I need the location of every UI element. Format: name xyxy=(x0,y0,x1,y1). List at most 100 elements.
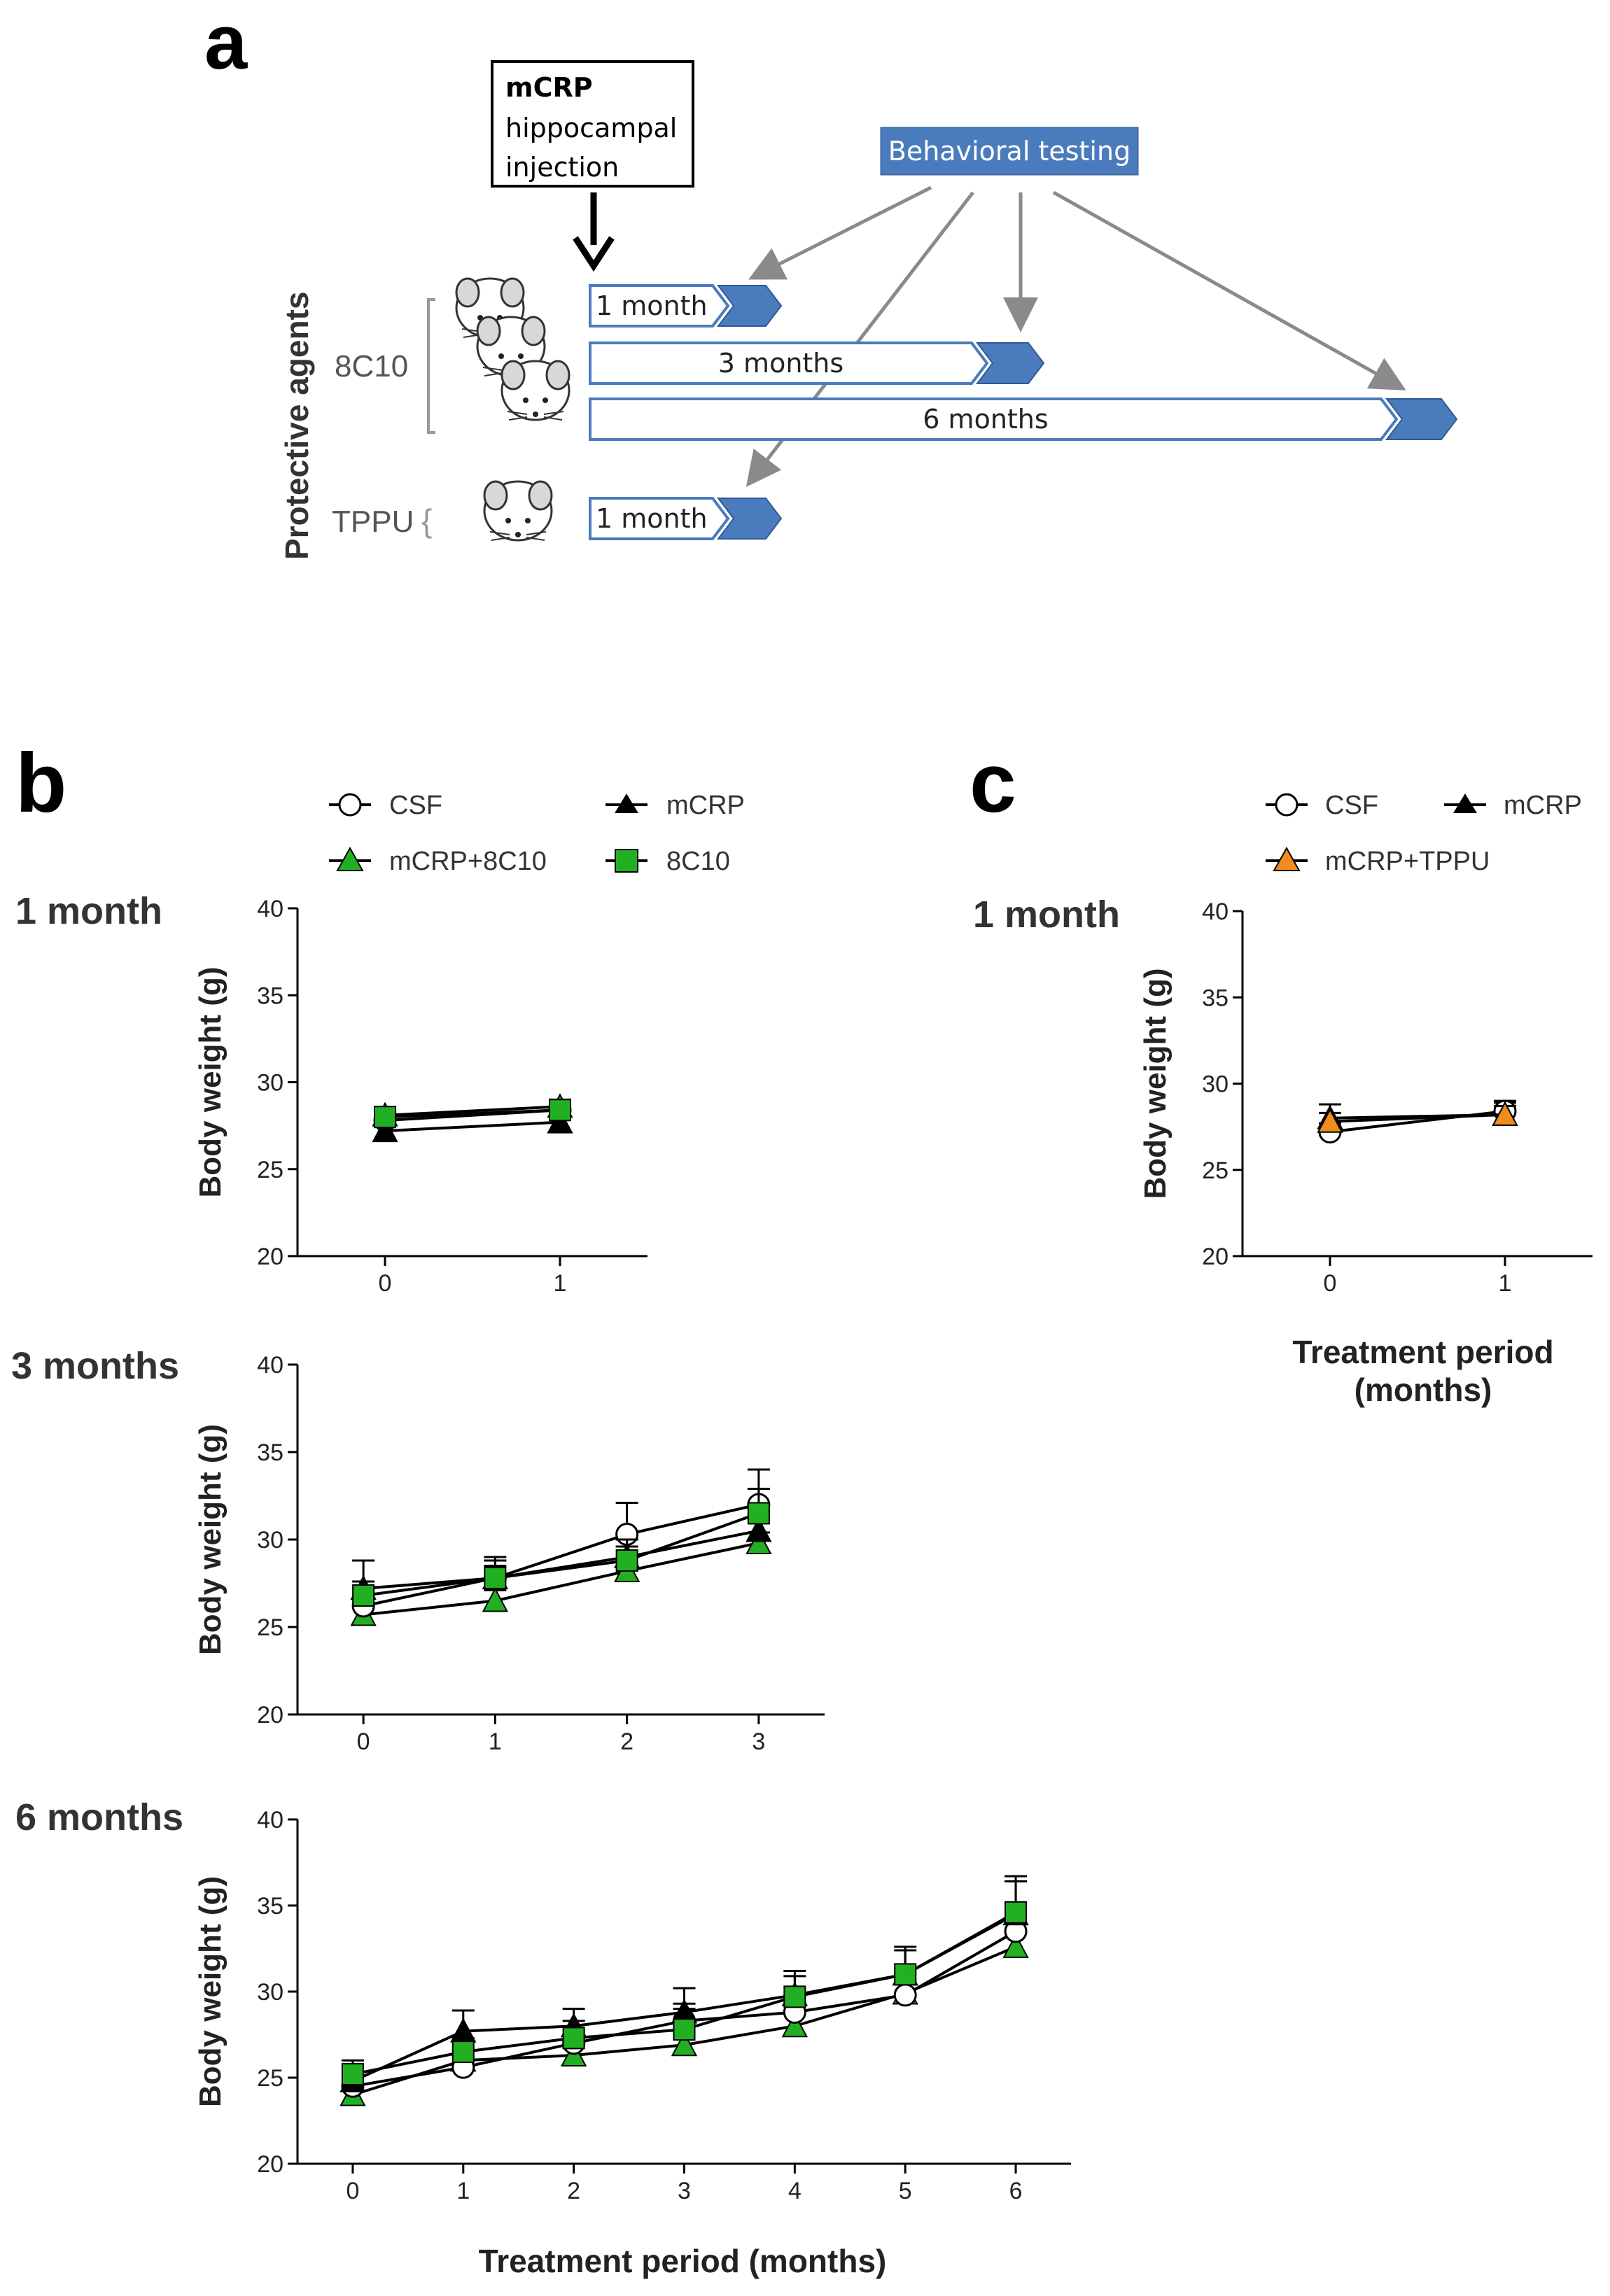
chart-b6: 20 25 30 35 40 0 1 2 3 4 5 6 Body weight (g) xyxy=(193,1807,1071,2204)
timeline-bar-label: 6 months xyxy=(923,404,1048,435)
legend-b: CSF mCRP mCRP+8C10 8C10 xyxy=(329,791,745,876)
legend-b-mcrp-8c10-label: mCRP+8C10 xyxy=(389,847,547,876)
y-tick-label: 20 xyxy=(257,2151,284,2178)
agent-tppu-brace: { xyxy=(421,502,432,539)
panel-label-a: a xyxy=(204,0,248,85)
row-label-b3: 3 months xyxy=(11,1345,179,1387)
series-line xyxy=(1329,1113,1506,1123)
series-line xyxy=(384,1120,561,1133)
x-tick-label: 6 xyxy=(1009,2178,1023,2204)
legend-c-mcrp-label: mCRP xyxy=(1504,791,1582,820)
behavioral-testing-box: Behavioral testing xyxy=(880,127,1139,176)
series-8c10 xyxy=(352,1488,770,1607)
timeline-bar-0: 1 month xyxy=(589,284,783,328)
data-point xyxy=(341,2063,364,2086)
series-mcrp-tppu xyxy=(1317,1101,1518,1133)
legend-b-csf-label: CSF xyxy=(389,791,442,820)
data-point xyxy=(746,1529,772,1554)
y-tick-label: 25 xyxy=(257,1157,284,1183)
y-tick-label: 30 xyxy=(257,1979,284,2006)
injection-arrow xyxy=(573,192,615,272)
x-tick-label: 1 xyxy=(456,2178,470,2204)
injection-line2: hippocampal xyxy=(505,113,677,143)
data-point xyxy=(352,1584,375,1607)
data-point xyxy=(1317,1108,1343,1133)
series-8c10 xyxy=(374,1099,571,1129)
x-tick-label: 4 xyxy=(788,2178,802,2204)
data-point xyxy=(747,1502,770,1525)
injection-line3: injection xyxy=(505,152,619,183)
b-xlabel: Treatment period (months) xyxy=(479,2243,887,2279)
data-point xyxy=(746,1517,772,1542)
series-line xyxy=(363,1512,760,1597)
x-tick-label: 3 xyxy=(678,2178,691,2204)
data-point xyxy=(374,1106,396,1129)
data-point xyxy=(1004,1901,1028,1924)
agent-8c10-bracket xyxy=(427,298,435,434)
y-tick-label: 40 xyxy=(1202,899,1228,925)
row-label-b6: 6 months xyxy=(15,1796,183,1838)
data-point xyxy=(549,1099,571,1122)
chart-b1: 20 25 30 35 40 0 1 Body weight (g) xyxy=(193,896,648,1297)
timeline-chevron xyxy=(716,498,783,540)
data-point xyxy=(484,1567,507,1589)
legend-b-mcrp-label: mCRP xyxy=(666,791,745,820)
injection-title: mCRP xyxy=(505,72,593,103)
y-tick-label: 25 xyxy=(257,1614,284,1641)
data-point xyxy=(372,1117,398,1143)
series-line xyxy=(363,1542,760,1617)
data-point xyxy=(893,1983,917,2007)
data-point xyxy=(562,2027,585,2050)
x-tick-label: 2 xyxy=(620,1728,634,1755)
legend-b-mcrp-8c10: mCRP+8C10 xyxy=(329,846,547,876)
y-tick-label: 20 xyxy=(257,1244,284,1270)
data-point xyxy=(1002,1933,1029,1959)
series-line xyxy=(363,1503,760,1607)
y-tick-label: 40 xyxy=(257,1352,284,1379)
chart-c1: 20 25 30 35 40 0 1 Body weight (g) xyxy=(1138,899,1592,1297)
timeline-bar-2: 6 months xyxy=(589,397,1458,441)
legend-b-8c10: 8C10 xyxy=(606,847,730,876)
y-axis-label: Body weight (g) xyxy=(1138,969,1172,1199)
data-point xyxy=(671,2031,698,2057)
data-point xyxy=(894,1963,917,1986)
x-tick-label: 2 xyxy=(567,2178,580,2204)
legend-b-mcrp: mCRP xyxy=(606,791,745,820)
y-tick-label: 35 xyxy=(257,983,284,1009)
x-tick-label: 1 xyxy=(554,1270,567,1297)
row-label-c1: 1 month xyxy=(973,894,1120,936)
data-point xyxy=(451,2041,475,2064)
legend-b-csf: CSF xyxy=(329,791,442,820)
legend-c-csf-label: CSF xyxy=(1325,791,1378,820)
series-mcrp-8c10 xyxy=(350,1529,772,1626)
legend-c: CSF mCRP mCRP+TPPU xyxy=(1266,791,1582,876)
data-point xyxy=(673,2018,696,2041)
legend-c-mcrp-tppu: mCRP+TPPU xyxy=(1266,846,1490,876)
x-tick-label: 3 xyxy=(752,1728,765,1755)
y-tick-label: 35 xyxy=(1202,985,1228,1011)
data-point xyxy=(615,1549,638,1572)
data-point xyxy=(1492,1101,1518,1126)
y-axis-label: Body weight (g) xyxy=(193,1876,227,2107)
y-tick-label: 25 xyxy=(257,2065,284,2092)
y-tick-label: 40 xyxy=(257,896,284,922)
timeline-chevron xyxy=(716,285,783,327)
y-tick-label: 30 xyxy=(257,1527,284,1554)
x-tick-label: 0 xyxy=(1324,1270,1337,1297)
legend-c-mcrp: mCRP xyxy=(1444,791,1582,820)
legend-b-8c10-label: 8C10 xyxy=(666,847,730,876)
x-tick-label: 1 xyxy=(489,1728,502,1755)
series-line xyxy=(384,1105,561,1117)
injection-box: mCRP hippocampal injection xyxy=(491,60,694,188)
data-point xyxy=(781,2013,808,2038)
y-tick-label: 20 xyxy=(257,1702,284,1728)
legend-c-csf: CSF xyxy=(1266,791,1378,820)
series-csf xyxy=(351,1468,771,1618)
timeline-bar-label: 1 month xyxy=(596,290,708,321)
x-tick-label: 5 xyxy=(899,2178,912,2204)
series-line xyxy=(384,1108,561,1119)
protective-agents-label: Protective agents xyxy=(279,292,315,560)
agent-8c10-label: 8C10 xyxy=(335,349,408,383)
x-tick-label: 0 xyxy=(346,2178,359,2204)
agent-tppu-label: TPPU xyxy=(332,505,414,539)
